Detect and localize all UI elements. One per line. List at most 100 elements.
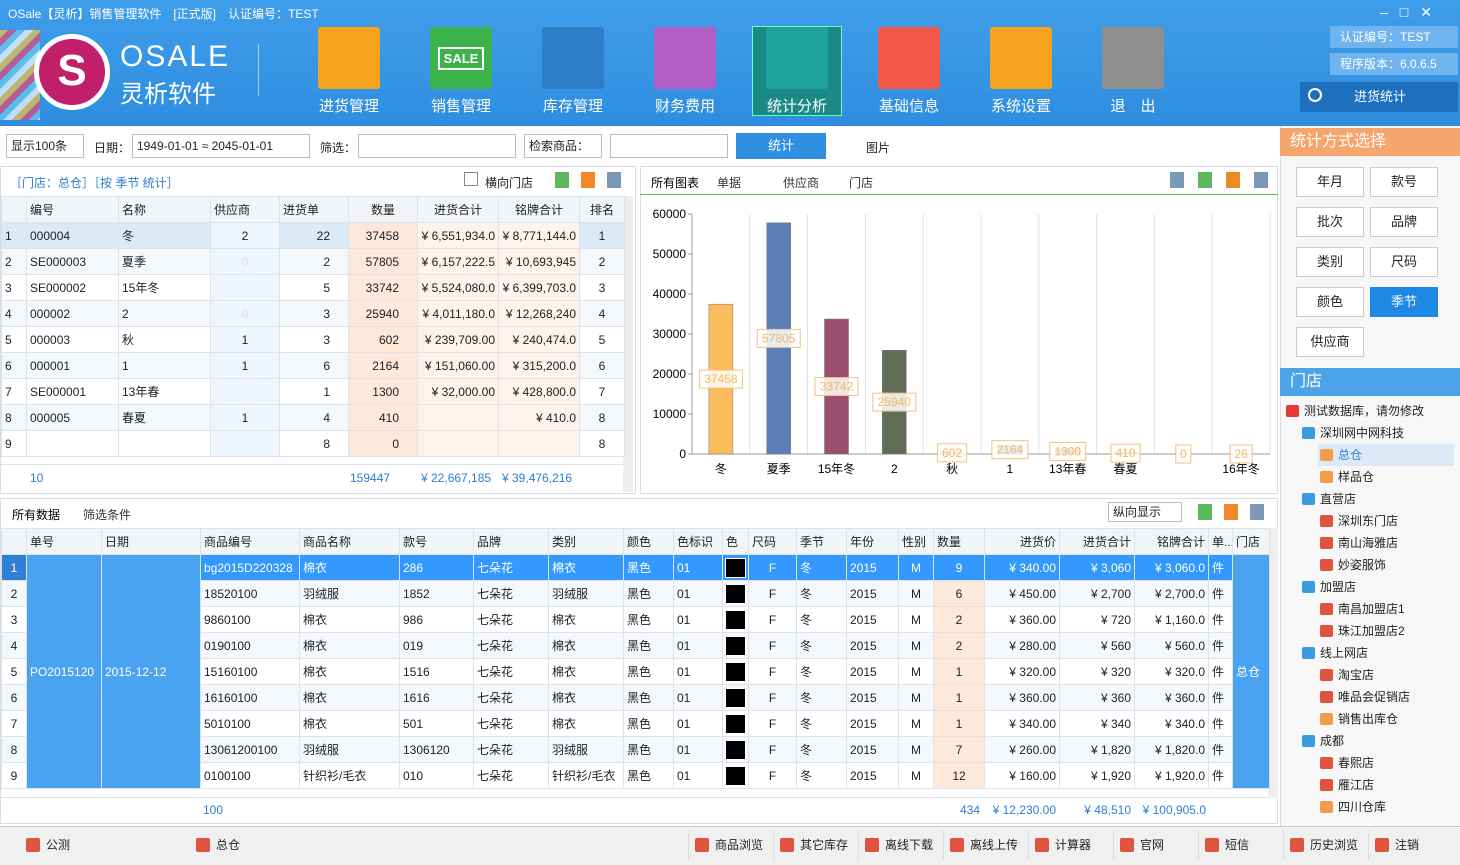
color-swatch bbox=[722, 684, 749, 711]
cert-info: 认证编号：TEST bbox=[1330, 26, 1458, 48]
status-button[interactable]: 离线上传 bbox=[943, 830, 1025, 860]
table-cell: 冬 bbox=[796, 580, 847, 607]
scrollbar[interactable] bbox=[1268, 528, 1278, 798]
table-cell: 6 bbox=[933, 580, 985, 607]
tree-item[interactable]: 样品仓 bbox=[1318, 466, 1374, 488]
mode-button[interactable]: 批次 bbox=[1296, 207, 1364, 237]
tree-item[interactable]: 销售出库仓 bbox=[1318, 708, 1398, 730]
table-cell: M bbox=[898, 684, 934, 711]
tree-item[interactable]: 妙姿服饰 bbox=[1318, 554, 1386, 576]
search-field-select[interactable]: 检索商品： bbox=[524, 134, 602, 158]
mode-button[interactable]: 尺码 bbox=[1370, 247, 1438, 277]
tree-root[interactable]: 测试数据库，请勿修改 bbox=[1284, 400, 1424, 422]
header-cell: 色标识 bbox=[673, 528, 723, 555]
mode-button[interactable]: 季节 bbox=[1370, 287, 1438, 317]
status-button[interactable]: 短信 bbox=[1198, 830, 1280, 860]
quick-search[interactable]: 进货统计 bbox=[1300, 82, 1458, 112]
tree-item[interactable]: 春熙店 bbox=[1318, 752, 1374, 774]
nav-button[interactable]: 系统设置 bbox=[976, 26, 1066, 116]
status-button[interactable]: 其它库存 bbox=[773, 830, 855, 860]
mode-button[interactable]: 颜色 bbox=[1296, 287, 1364, 317]
search-input[interactable] bbox=[610, 134, 728, 158]
tab[interactable]: 单据 bbox=[717, 176, 742, 190]
tree-item[interactable]: 总仓 bbox=[1318, 444, 1454, 466]
checkbox[interactable] bbox=[464, 172, 478, 186]
tab[interactable]: 供应商 bbox=[783, 176, 820, 190]
tree-item[interactable]: 南昌加盟店1 bbox=[1318, 598, 1405, 620]
nav-button[interactable]: 库存管理 bbox=[528, 26, 618, 116]
tab[interactable]: 所有图表 bbox=[651, 176, 700, 190]
table-cell: 冬 bbox=[118, 222, 211, 249]
header-cell: 商品编号 bbox=[200, 528, 300, 555]
nav-button[interactable]: 统计分析 bbox=[752, 26, 842, 116]
table-cell: 1 bbox=[210, 352, 280, 379]
chart: 0 10000 20000 30000 40000 50000 60000 冬 37458 夏季 5… bbox=[653, 207, 1271, 476]
panel-tools[interactable] bbox=[555, 172, 625, 188]
page-size-select[interactable]: 显示100条 bbox=[6, 134, 84, 158]
tab[interactable]: 所有数据 bbox=[12, 508, 61, 522]
table-cell: 件 bbox=[1208, 684, 1233, 711]
tree-icon bbox=[1320, 471, 1333, 483]
tree-label: 珠江加盟店2 bbox=[1338, 624, 1405, 638]
scrollbar[interactable] bbox=[623, 196, 633, 492]
table-cell: 5 bbox=[579, 326, 625, 353]
header-cell: 款号 bbox=[399, 528, 474, 555]
tree-label: 四川仓库 bbox=[1338, 800, 1387, 814]
tree-label: 雁江店 bbox=[1338, 778, 1375, 792]
tree-group[interactable]: 线上网店 bbox=[1300, 642, 1368, 664]
table-cell: ¥ 3,060.0 bbox=[1134, 554, 1209, 581]
x-tick-label: 13年春 bbox=[1049, 462, 1086, 476]
tree-group[interactable]: 成都 bbox=[1300, 730, 1344, 752]
image-button[interactable]: 图片 bbox=[866, 141, 891, 155]
mode-button[interactable]: 款号 bbox=[1370, 167, 1438, 197]
tab[interactable]: 筛选条件 bbox=[83, 508, 132, 522]
table-cell: 冬 bbox=[796, 736, 847, 763]
tree-icon bbox=[1320, 603, 1333, 615]
status-button[interactable]: 计算器 bbox=[1028, 830, 1110, 860]
mode-button[interactable]: 年月 bbox=[1296, 167, 1364, 197]
tree-item[interactable]: 雁江店 bbox=[1318, 774, 1374, 796]
table-cell: 7 bbox=[1, 378, 27, 405]
mode-button[interactable]: 类别 bbox=[1296, 247, 1364, 277]
filter-select[interactable] bbox=[358, 134, 516, 158]
tree-item[interactable]: 珠江加盟店2 bbox=[1318, 620, 1405, 642]
status-button[interactable]: 注销 bbox=[1368, 830, 1450, 860]
tree-icon bbox=[1320, 691, 1333, 703]
table-cell: ¥ 6,157,222.5 bbox=[417, 248, 499, 275]
table-cell: SE000001 bbox=[26, 378, 119, 405]
tree-item[interactable]: 唯品会促销店 bbox=[1318, 686, 1410, 708]
status-button[interactable]: 商品浏览 bbox=[688, 830, 770, 860]
tree-group[interactable]: 加盟店 bbox=[1300, 576, 1356, 598]
nav-button[interactable]: 财务费用 bbox=[640, 26, 730, 116]
tree-item[interactable]: 深圳东门店 bbox=[1318, 510, 1398, 532]
header-cell: 色 bbox=[722, 528, 749, 555]
view-mode-select[interactable]: 纵向显示 bbox=[1108, 502, 1182, 522]
tree-item[interactable]: 淘宝店 bbox=[1318, 664, 1374, 686]
tree-group[interactable]: 深圳网中网科技 bbox=[1300, 422, 1404, 444]
mode-button[interactable]: 供应商 bbox=[1296, 327, 1364, 357]
tree-group[interactable]: 直营店 bbox=[1300, 488, 1356, 510]
tree-item[interactable]: 四川仓库 bbox=[1318, 796, 1386, 818]
status-button[interactable]: 离线下载 bbox=[858, 830, 940, 860]
stat-button[interactable]: 统计 bbox=[736, 133, 826, 159]
mode-button[interactable]: 品牌 bbox=[1370, 207, 1438, 237]
nav-button[interactable]: SALE 销售管理 bbox=[416, 26, 506, 116]
tab[interactable]: 门店 bbox=[849, 176, 874, 190]
tree-icon bbox=[1320, 537, 1333, 549]
table-cell: 针织衫/毛衣 bbox=[548, 762, 624, 789]
status-button[interactable]: 历史浏览 bbox=[1283, 830, 1365, 860]
table-cell: 2015 bbox=[846, 632, 899, 659]
status-item: 总仓 bbox=[190, 830, 240, 860]
nav-button[interactable]: 进货管理 bbox=[304, 26, 394, 116]
footer-cell: 10 bbox=[30, 471, 44, 485]
nav-button[interactable]: 退 出 bbox=[1088, 26, 1178, 116]
date-range[interactable]: 1949-01-01 ≈ 2045-01-01 bbox=[132, 134, 310, 158]
panel-tools[interactable] bbox=[1198, 504, 1268, 520]
tree-item[interactable]: 南山海雅店 bbox=[1318, 532, 1398, 554]
nav-button[interactable]: 基础信息 bbox=[864, 26, 954, 116]
tree-label: 深圳东门店 bbox=[1338, 514, 1399, 528]
chart-tools[interactable] bbox=[1170, 172, 1270, 188]
tree-icon bbox=[1286, 405, 1299, 417]
window-controls[interactable]: –□✕ bbox=[1380, 4, 1444, 20]
status-button[interactable]: 官网 bbox=[1113, 830, 1195, 860]
